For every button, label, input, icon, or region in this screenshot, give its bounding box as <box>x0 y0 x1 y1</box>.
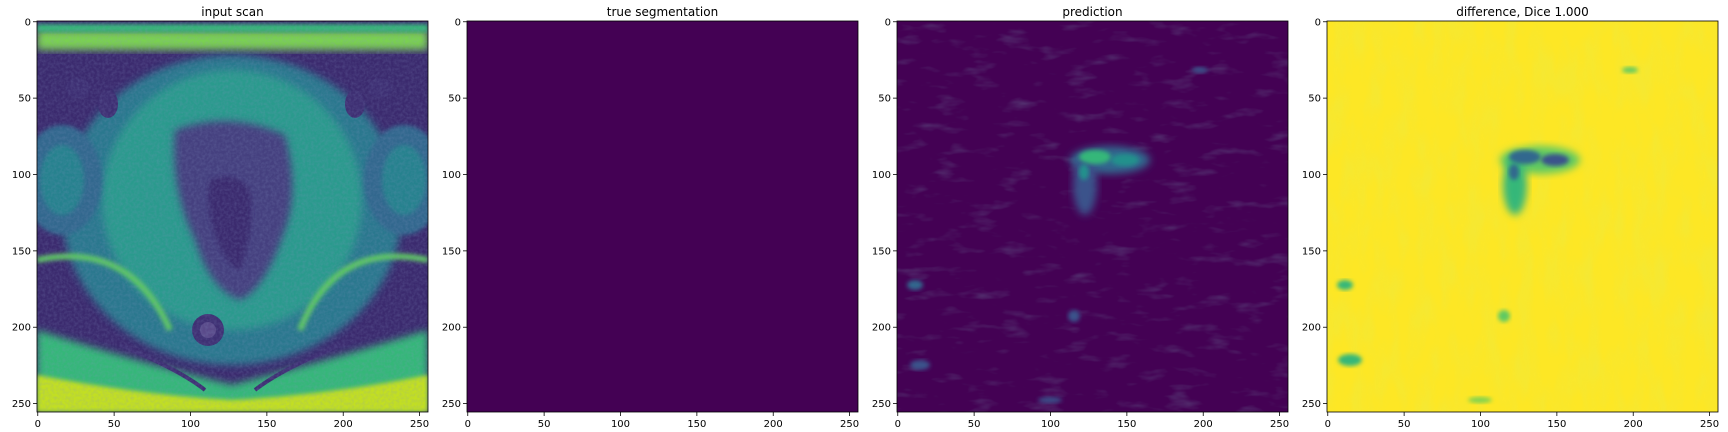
x-tick-label: 200 <box>334 419 353 430</box>
y-tick-label: 100 <box>12 170 31 181</box>
panel-difference: difference, Dice 1.000 <box>1326 5 1719 413</box>
y-tick-label: 250 <box>442 399 461 410</box>
x-tick-label: 50 <box>968 419 981 430</box>
heatmap-input-scan <box>37 21 428 412</box>
y-tick-label: 50 <box>1308 94 1321 105</box>
y-tick-label: 250 <box>1302 399 1321 410</box>
panel-input-scan: input scan <box>36 5 429 413</box>
y-tick-label: 100 <box>872 170 891 181</box>
panel-title-difference: difference, Dice 1.000 <box>1456 5 1589 19</box>
y-tick-label: 0 <box>885 17 891 28</box>
x-tick-label: 200 <box>1624 419 1643 430</box>
panel-title-true-segmentation: true segmentation <box>607 5 718 19</box>
y-tick-label: 200 <box>442 323 461 334</box>
panel-title-input-scan: input scan <box>201 5 264 19</box>
x-tick-label: 0 <box>35 419 41 430</box>
y-tick-label: 200 <box>872 323 891 334</box>
x-tick-label: 200 <box>764 419 783 430</box>
x-tick-label: 200 <box>1194 419 1213 430</box>
axes-frame <box>1326 20 1719 413</box>
x-tick-label: 0 <box>895 419 901 430</box>
y-tick-label: 150 <box>12 246 31 257</box>
x-tick-label: 150 <box>257 419 276 430</box>
x-tick-label: 50 <box>1398 419 1411 430</box>
axis-ticks: 0 50 100 150 200 250 0 50 100 150 200 250 0 50 100 150 2… <box>12 17 1719 430</box>
x-tick-label: 100 <box>611 419 630 430</box>
x-tick-label: 100 <box>1041 419 1060 430</box>
x-tick-label: 250 <box>840 419 859 430</box>
y-tick-label: 150 <box>442 246 461 257</box>
axes-frame <box>36 20 429 413</box>
panel-prediction: prediction <box>896 5 1289 413</box>
y-tick-label: 100 <box>1302 170 1321 181</box>
x-tick-label: 100 <box>1471 419 1490 430</box>
y-tick-label: 200 <box>12 323 31 334</box>
x-tick-label: 0 <box>1325 419 1331 430</box>
y-tick-label: 50 <box>448 94 461 105</box>
y-tick-label: 250 <box>12 399 31 410</box>
x-tick-label: 250 <box>1700 419 1719 430</box>
x-tick-label: 50 <box>108 419 121 430</box>
x-tick-label: 250 <box>1270 419 1289 430</box>
y-tick-label: 100 <box>442 170 461 181</box>
axes-frame <box>466 20 859 413</box>
y-tick-label: 250 <box>872 399 891 410</box>
panel-true-segmentation: true segmentation <box>466 5 859 413</box>
axes-frame <box>896 20 1289 413</box>
y-tick-label: 0 <box>25 17 31 28</box>
panel-title-prediction: prediction <box>1062 5 1122 19</box>
x-tick-label: 0 <box>465 419 471 430</box>
heatmap-true-segmentation <box>467 21 858 412</box>
y-tick-label: 200 <box>1302 323 1321 334</box>
y-tick-label: 50 <box>878 94 891 105</box>
y-tick-label: 50 <box>18 94 31 105</box>
heatmap-prediction <box>897 21 1288 412</box>
x-tick-label: 150 <box>1547 419 1566 430</box>
x-tick-label: 250 <box>410 419 429 430</box>
y-tick-label: 0 <box>455 17 461 28</box>
x-tick-label: 100 <box>181 419 200 430</box>
x-tick-label: 50 <box>538 419 551 430</box>
y-tick-label: 150 <box>872 246 891 257</box>
x-tick-label: 150 <box>1117 419 1136 430</box>
y-tick-label: 150 <box>1302 246 1321 257</box>
heatmap-difference <box>1327 21 1718 412</box>
x-tick-label: 150 <box>687 419 706 430</box>
y-tick-label: 0 <box>1315 17 1321 28</box>
